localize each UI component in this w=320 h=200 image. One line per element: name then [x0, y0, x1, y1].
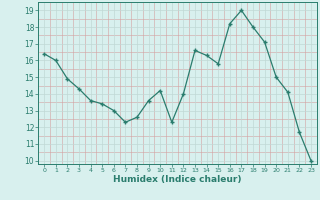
- X-axis label: Humidex (Indice chaleur): Humidex (Indice chaleur): [113, 175, 242, 184]
